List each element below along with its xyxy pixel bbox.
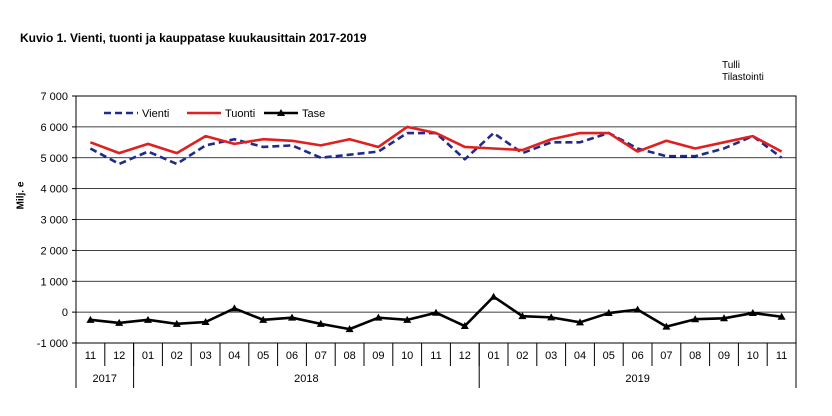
year-label: 2018	[294, 373, 318, 385]
x-tick-label: 12	[113, 350, 125, 362]
data-point	[604, 309, 613, 317]
data-point	[172, 319, 181, 327]
x-tick-label: 09	[718, 350, 730, 362]
data-point	[374, 313, 383, 321]
data-point	[777, 312, 786, 320]
data-point	[748, 309, 757, 317]
x-tick-label: 01	[487, 350, 499, 362]
source-label: Tulli Tilastointi	[722, 60, 764, 84]
legend-label-tase: Tase	[302, 108, 325, 120]
x-tick-label: 10	[747, 350, 759, 362]
data-point	[518, 312, 527, 320]
legend-label-vienti: Vienti	[142, 108, 169, 120]
data-point	[144, 315, 152, 323]
x-tick-label: 11	[430, 350, 441, 362]
x-tick-label: 07	[315, 350, 327, 362]
y-tick-label: -1 000	[37, 338, 68, 350]
y-tick-label: 7 000	[40, 91, 68, 103]
legend-marker	[277, 109, 285, 116]
data-point	[662, 322, 671, 330]
x-tick-label: 10	[401, 350, 413, 362]
data-point	[403, 315, 412, 323]
data-point	[432, 308, 440, 316]
data-point	[201, 318, 210, 326]
y-tick-label: 3 000	[40, 215, 68, 227]
x-tick-label: 03	[545, 350, 557, 362]
data-point	[489, 292, 498, 300]
series-line-vienti	[89, 131, 783, 166]
x-tick-label: 06	[286, 350, 298, 362]
x-tick-label: 04	[574, 350, 586, 362]
x-tick-label: 01	[142, 350, 154, 362]
x-tick-label: 12	[459, 350, 471, 362]
data-point	[86, 315, 95, 323]
chart-title: Kuvio 1. Vienti, tuonti ja kauppatase ku…	[20, 31, 367, 45]
x-tick-label: 08	[343, 350, 355, 362]
series-line-tuonti	[89, 125, 783, 155]
x-tick-label: 06	[631, 350, 643, 362]
x-tick-label: 09	[372, 350, 384, 362]
x-tick-label: 11	[85, 350, 96, 362]
data-point	[259, 315, 268, 323]
x-tick-label: 07	[660, 350, 672, 362]
data-point	[576, 318, 584, 326]
source-line-2: Tilastointi	[722, 72, 764, 83]
data-point	[720, 314, 728, 322]
x-tick-label: 02	[171, 350, 183, 362]
data-point	[345, 325, 354, 333]
year-label: 2017	[93, 373, 117, 385]
y-tick-label: 6 000	[40, 122, 68, 134]
y-tick-label: 5 000	[40, 153, 68, 165]
x-tick-label: 11	[776, 350, 787, 362]
y-tick-label: 1 000	[40, 276, 68, 288]
data-point	[633, 305, 642, 313]
x-tick-label: 03	[199, 350, 211, 362]
x-tick-label: 05	[257, 350, 269, 362]
data-point	[288, 313, 296, 321]
y-tick-label: 0	[62, 307, 68, 319]
x-tick-label: 04	[228, 350, 240, 362]
x-tick-label: 08	[689, 350, 701, 362]
x-tick-label: 02	[516, 350, 528, 362]
data-point	[316, 319, 325, 327]
x-tick-label: 05	[603, 350, 615, 362]
data-point	[547, 313, 556, 321]
y-tick-label: 4 000	[40, 184, 68, 196]
data-point	[115, 318, 124, 326]
legend-label-tuonti: Tuonti	[225, 108, 255, 120]
data-point	[691, 315, 700, 323]
data-point	[230, 304, 239, 312]
data-point	[460, 322, 469, 330]
year-label: 2019	[625, 373, 649, 385]
source-line-1: Tulli	[722, 60, 740, 71]
y-tick-label: 2 000	[40, 245, 68, 257]
